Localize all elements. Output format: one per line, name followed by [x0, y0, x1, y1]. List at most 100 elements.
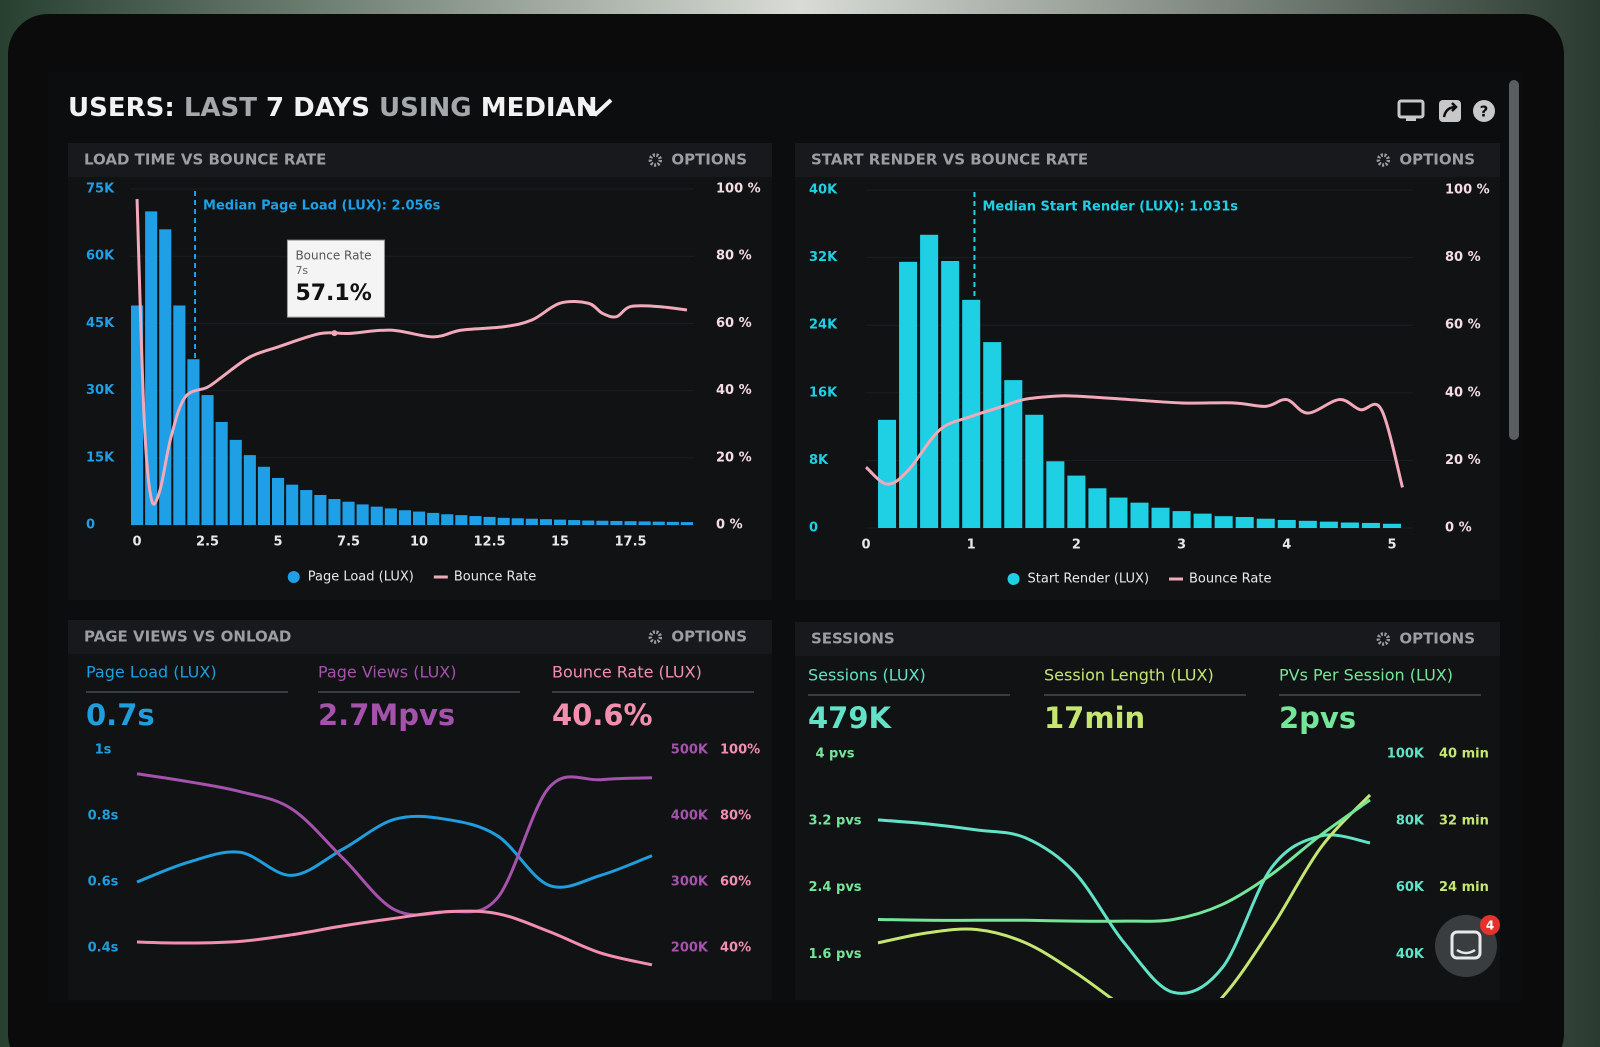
bar	[539, 519, 552, 525]
legend: Page Load (LUX) Bounce Rate	[287, 570, 536, 585]
chart-panel: SESSIONS OPTIONS 1.6 pvs 2.4 pvs 3.2 pvs 4 pv…	[795, 622, 1500, 1000]
metric-label[interactable]: PVs Per Session (LUX)	[1279, 666, 1453, 685]
scrollbar[interactable]	[1509, 80, 1519, 440]
legend-label[interactable]: Start Render (LUX)	[1028, 572, 1149, 587]
panel-title: START RENDER VS BOUNCE RATE	[811, 151, 1088, 169]
gear-icon[interactable]	[648, 630, 663, 644]
legend-label[interactable]: Bounce Rate	[1189, 572, 1271, 587]
line-series	[877, 798, 1371, 923]
title-part[interactable]: MEDIAN	[481, 93, 598, 123]
bar	[962, 299, 981, 528]
options-button[interactable]: OPTIONS	[671, 151, 747, 169]
metric-label[interactable]: Sessions (LUX)	[808, 666, 926, 685]
bar	[455, 515, 468, 525]
tooltip-x: 7s	[295, 264, 308, 277]
chart-panel: START RENDER VS BOUNCE RATE OPTIONS 0 8K 16K…	[795, 143, 1500, 600]
bar	[483, 516, 496, 525]
y-tick-label: 0.8s	[88, 809, 119, 824]
y2-tick-label: 40 %	[1445, 385, 1481, 400]
bar	[1319, 521, 1338, 528]
bar	[596, 520, 609, 525]
chat-badge-count: 4	[1486, 919, 1494, 933]
chat-badge	[1480, 915, 1500, 935]
y3-tick-label: 60%	[720, 875, 751, 890]
options-button[interactable]: OPTIONS	[671, 628, 747, 646]
charts: LOAD TIME VS BOUNCE RATE OPTIONS015K30K45…	[68, 143, 1500, 1000]
title-part: 7 DAYS	[266, 93, 370, 123]
y2-tick-label: 20 %	[1445, 453, 1481, 468]
y-tick-label: 32K	[809, 250, 838, 265]
y3-tick-label: 80%	[720, 809, 751, 824]
chat-widget[interactable]: 4	[1435, 915, 1500, 977]
y3-tick-label: 40%	[720, 941, 751, 956]
y2-tick-label: 0 %	[1445, 521, 1472, 536]
line-series	[136, 814, 653, 889]
share-icon[interactable]	[1439, 100, 1461, 122]
y2-tick-label: 80 %	[1445, 250, 1481, 265]
y2-tick-label: 60 %	[716, 316, 752, 331]
legend-label[interactable]: Page Load (LUX)	[308, 570, 414, 585]
bar	[1088, 488, 1107, 528]
bar	[441, 514, 454, 525]
y-tick-label: 40K	[809, 183, 838, 198]
line-series	[136, 909, 653, 967]
y2-tick-label: 400K	[671, 809, 709, 824]
median-label: Median Start Render (LUX): 1.031s	[982, 200, 1238, 215]
panel-header	[68, 620, 772, 654]
x-tick-label: 5	[274, 535, 283, 550]
panel-header	[68, 143, 772, 177]
metric-label[interactable]: Page Views (LUX)	[318, 663, 456, 682]
bar	[286, 484, 299, 525]
metric-label[interactable]: Page Load (LUX)	[86, 663, 217, 682]
bar	[1151, 507, 1170, 528]
metric-label[interactable]: Bounce Rate (LUX)	[552, 663, 702, 682]
bar	[1361, 522, 1380, 528]
bar	[243, 455, 256, 525]
metric-label[interactable]: Session Length (LUX)	[1044, 666, 1214, 685]
bar	[1214, 516, 1233, 528]
bar	[215, 421, 228, 525]
options-button[interactable]: OPTIONS	[1399, 151, 1475, 169]
bar	[272, 477, 285, 525]
gear-icon[interactable]	[648, 153, 663, 167]
help-icon[interactable]: ?	[1473, 100, 1495, 122]
bar	[652, 521, 665, 525]
y-tick-label: 75K	[86, 182, 115, 197]
bar	[469, 516, 482, 525]
gear-icon[interactable]	[1376, 632, 1391, 646]
tooltip-value: 57.1%	[295, 281, 371, 306]
line-series	[864, 394, 1404, 488]
y-tick-label: 16K	[809, 385, 838, 400]
y2-tick-label: 200K	[671, 941, 709, 956]
bar	[131, 305, 144, 525]
y-tick-label: 24K	[809, 318, 838, 333]
y3-tick-label: 40 min	[1439, 747, 1489, 762]
y2-tick-label: 100 %	[1445, 183, 1490, 198]
bar	[427, 512, 440, 525]
bar	[187, 359, 200, 525]
x-tick-label: 15	[551, 535, 569, 550]
dropdown-chevron[interactable]	[579, 98, 613, 117]
metric-value: 40.6%	[552, 698, 653, 732]
page-title: USERS: LAST 7 DAYS USING MEDIAN	[68, 93, 597, 123]
line-series	[877, 793, 1372, 998]
y2-tick-label: 500K	[671, 743, 709, 758]
legend-label[interactable]: Bounce Rate	[454, 570, 536, 585]
bar	[582, 520, 595, 525]
x-tick-label: 5	[1387, 538, 1396, 553]
y-tick-label: 1.6 pvs	[808, 947, 861, 962]
gear-icon[interactable]	[1376, 153, 1391, 167]
chart-panel: PAGE VIEWS VS ONLOAD OPTIONS 0.4s 0.6s 0.8s 1…	[68, 620, 772, 1000]
plot-area	[877, 793, 1372, 998]
panel-title: LOAD TIME VS BOUNCE RATE	[84, 151, 326, 169]
metric-value: 0.7s	[86, 698, 155, 732]
y2-tick-label: 300K	[671, 875, 709, 890]
x-tick-label: 12.5	[474, 535, 506, 550]
options-button[interactable]: OPTIONS	[1399, 630, 1475, 648]
bar	[941, 260, 960, 528]
metric-value: 479K	[808, 701, 893, 735]
bar	[568, 520, 581, 525]
monitor-icon[interactable]	[1397, 99, 1425, 121]
panel-background	[68, 620, 772, 1000]
